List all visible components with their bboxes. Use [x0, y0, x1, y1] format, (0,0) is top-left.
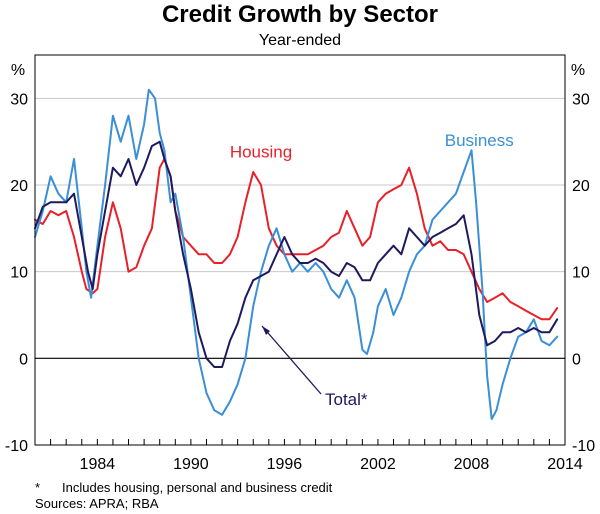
y-tick-label-left: 20 [10, 178, 28, 195]
total-series-label: Total* [325, 390, 368, 409]
chart-title: Credit Growth by Sector [162, 1, 438, 28]
gridlines [35, 97, 565, 359]
series-labels: Housing Business [230, 131, 514, 161]
y-tick-label-left: -10 [5, 438, 28, 455]
x-tick-label: 1990 [173, 456, 209, 473]
y-axes: -10 -10 0 0 10 10 20 20 30 30 [5, 91, 595, 455]
y-tick-label-left: 10 [10, 265, 28, 282]
x-tick-label: 2008 [454, 456, 490, 473]
x-tick-label: 1996 [267, 456, 303, 473]
y-tick-label-left: 0 [19, 351, 28, 368]
x-axis: 1984 1990 1996 2002 2008 2014 [34, 439, 583, 473]
chart-subtitle: Year-ended [259, 32, 341, 49]
y-tick-label-right: -10 [572, 438, 595, 455]
series-line-housing [34, 158, 559, 321]
x-tick-label: 2002 [360, 456, 396, 473]
y-tick-label-right: 0 [572, 351, 581, 368]
footnote-marker: * [35, 480, 40, 495]
y-tick-label-left: 30 [10, 91, 28, 108]
plot-frame [34, 54, 566, 446]
total-annotation-arrowhead [262, 326, 270, 335]
x-tick-label: 1984 [80, 456, 116, 473]
right-axis-unit: % [571, 62, 585, 79]
y-tick-label-right: 10 [572, 265, 590, 282]
sources-note: Sources: APRA; RBA [35, 496, 159, 511]
series-label-business: Business [445, 131, 514, 150]
series-label-housing: Housing [230, 142, 292, 161]
left-axis-unit: % [11, 62, 25, 79]
y-tick-label-right: 20 [572, 178, 590, 195]
series-line-business [34, 88, 559, 420]
total-annotation-arrow [261, 325, 322, 395]
footnote-text: Includes housing, personal and business … [62, 480, 333, 495]
x-tick-label: 2014 [547, 456, 583, 473]
series-line-total [34, 140, 559, 368]
series-group [34, 88, 559, 420]
y-tick-label-right: 30 [572, 91, 590, 108]
